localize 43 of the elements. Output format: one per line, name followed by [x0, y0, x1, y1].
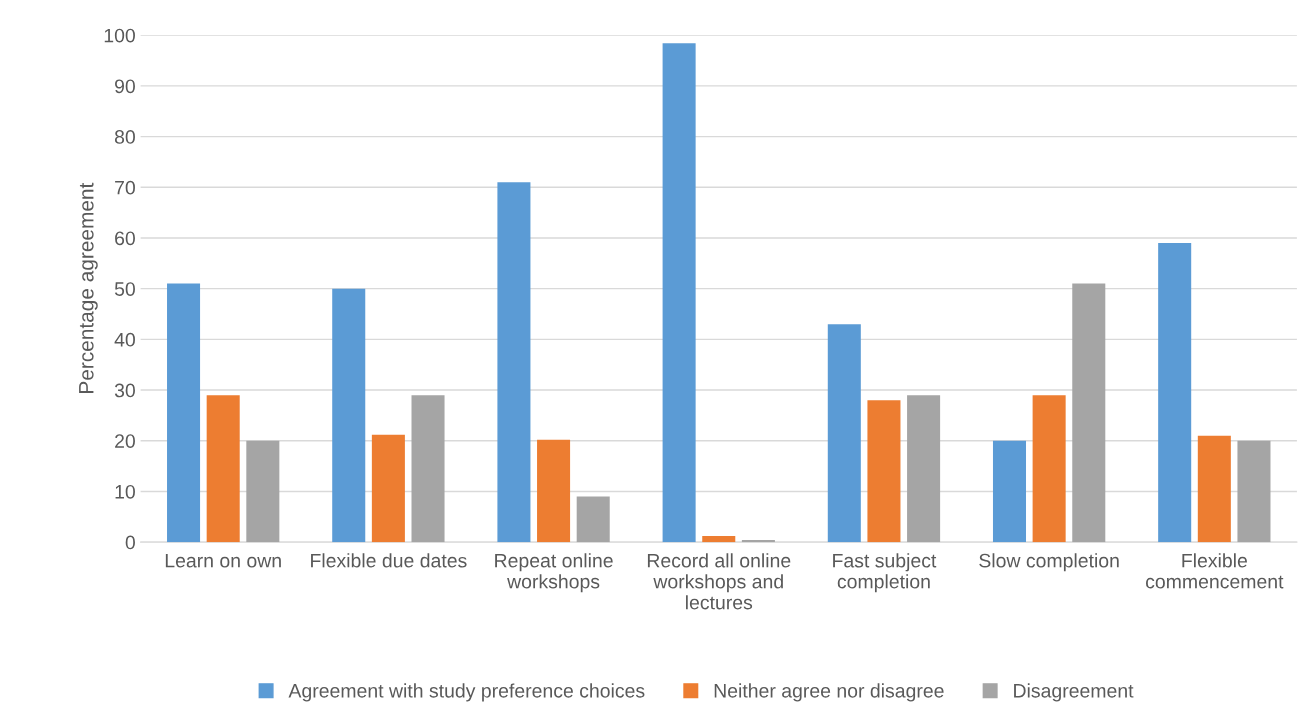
bar	[246, 440, 280, 543]
bar	[332, 288, 366, 543]
y-tick-label: 30	[114, 383, 135, 398]
y-tick-label: 60	[115, 231, 135, 246]
bar	[371, 434, 405, 543]
bar	[867, 400, 901, 543]
legend-label: Agreement with study preference choices	[288, 683, 645, 702]
x-tick-label: Flexible due dates	[311, 553, 467, 568]
bar	[1032, 395, 1066, 543]
y-tick-label: 80	[114, 130, 135, 144]
x-tick-label: Record all online workshops and lectures	[647, 553, 791, 610]
bar	[1237, 440, 1271, 543]
x-tick-label: Repeat online workshops	[495, 553, 613, 593]
bar	[537, 439, 571, 543]
y-tick-label: 40	[114, 332, 135, 347]
bar	[907, 395, 941, 543]
y-tick-label: 50	[114, 282, 135, 296]
bar	[1197, 435, 1231, 543]
bar	[827, 324, 861, 543]
y-tick-label: 0	[125, 535, 135, 550]
bar	[662, 43, 696, 543]
x-tick-label: Flexible commencement	[1145, 553, 1284, 589]
y-tick-label: 10	[115, 484, 135, 499]
x-tick-label: Fast subject completion	[833, 553, 937, 593]
bar	[992, 440, 1027, 543]
y-tick-label: 90	[115, 79, 135, 94]
y-tick-label: 100	[104, 28, 135, 43]
y-axis-title: Percentage agreement	[79, 182, 98, 393]
x-tick-label: Learn on own	[165, 553, 281, 568]
bar	[411, 395, 445, 543]
bar	[741, 540, 775, 543]
bar	[1158, 243, 1192, 543]
y-tick-label: 70	[115, 180, 135, 195]
y-tick-label: 20	[115, 434, 135, 448]
bar	[167, 283, 201, 543]
bar	[576, 496, 610, 543]
x-tick-label: Slow completion	[979, 553, 1119, 572]
bar	[1072, 283, 1106, 543]
bar	[206, 395, 240, 543]
legend-label: Neither agree nor disagree	[714, 683, 944, 702]
legend-label: Disagreement	[1014, 683, 1134, 702]
bar	[497, 182, 531, 543]
bar	[702, 536, 736, 543]
